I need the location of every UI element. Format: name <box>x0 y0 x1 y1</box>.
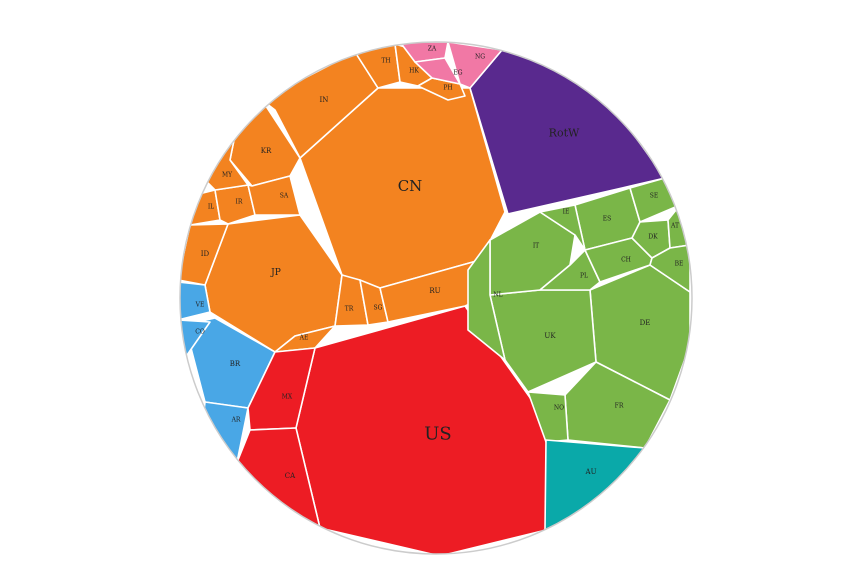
cell-label-no: NO <box>554 405 564 412</box>
cell-label-th: TH <box>381 58 390 65</box>
cell-label-us: US <box>424 424 452 445</box>
cell-label-fr: FR <box>615 403 624 410</box>
cell-label-in: IN <box>320 96 329 104</box>
cell-label-ar: AR <box>231 417 241 424</box>
cell-label-eg: EG <box>453 70 462 77</box>
cell-label-de: DE <box>640 319 651 327</box>
cell-label-br: BR <box>230 360 241 368</box>
cell-label-ir: IR <box>236 199 243 206</box>
cell-ve <box>180 281 211 321</box>
cell-label-uk: UK <box>544 332 556 340</box>
cell-label-se: SE <box>650 193 659 200</box>
cell-label-ru: RU <box>429 287 440 295</box>
cell-label-jp: JP <box>270 268 281 278</box>
cell-label-id: ID <box>201 250 210 258</box>
cell-label-ch: CH <box>621 257 631 264</box>
cell-ng <box>447 42 503 89</box>
cell-label-ng: NG <box>475 54 485 61</box>
cell-pl <box>539 249 601 291</box>
cell-label-dk: DK <box>648 234 658 241</box>
cell-label-sg: SG <box>374 305 383 312</box>
cell-no <box>527 391 569 443</box>
cell-label-be: BE <box>675 261 684 268</box>
cell-label-co: CO <box>195 329 205 336</box>
cell-eg <box>414 57 461 85</box>
cell-label-my: MY <box>222 172 233 179</box>
cell-label-pl: PL <box>580 273 588 280</box>
cell-label-at: AT <box>670 223 679 230</box>
cell-ie <box>539 204 586 251</box>
cell-label-es: ES <box>603 216 612 223</box>
cell-au <box>544 439 646 531</box>
cell-label-kr: KR <box>261 147 272 155</box>
cell-sa <box>247 175 301 216</box>
cell-label-ca: CA <box>285 472 296 480</box>
cell-label-cn: CN <box>398 177 423 195</box>
cell-label-ph: PH <box>443 85 452 92</box>
cell-label-hk: HK <box>409 68 419 75</box>
cell-label-it: IT <box>533 243 539 250</box>
cell-label-za: ZA <box>428 46 437 53</box>
cell-label-ie: IE <box>563 209 570 216</box>
cell-label-rotw: RotW <box>549 127 580 140</box>
cell-label-au: AU <box>585 468 597 476</box>
cell-label-ae: AE <box>299 335 309 342</box>
cell-label-mx: MX <box>282 394 293 401</box>
cell-label-nl: NL <box>493 292 502 299</box>
cell-fr <box>564 361 671 449</box>
cell-nl <box>467 239 506 361</box>
cell-label-sa: SA <box>280 193 289 200</box>
cell-ph <box>417 77 466 101</box>
cell-label-tr: TR <box>345 306 354 313</box>
cell-label-il: IL <box>208 204 214 211</box>
cell-label-ve: VE <box>195 302 205 309</box>
